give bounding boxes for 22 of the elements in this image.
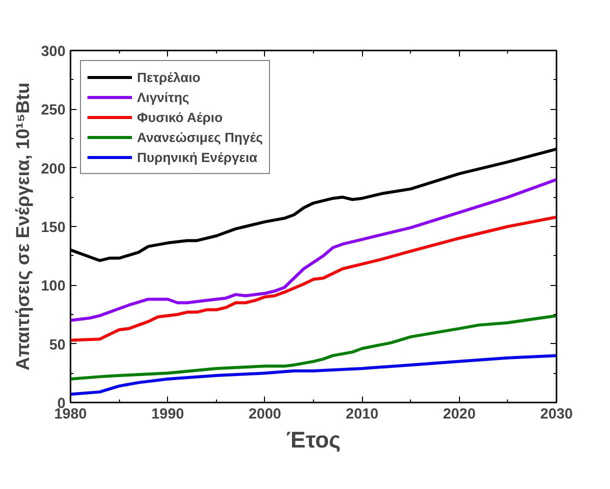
legend-label: Πετρέλαιο	[137, 70, 200, 84]
legend-label: Πυρηνική Ενέργεια	[137, 150, 258, 164]
y-tick-label: 100	[41, 278, 66, 295]
line-series	[70, 354, 556, 396]
y-tick-label: 50	[49, 337, 66, 354]
line-series	[70, 314, 556, 381]
line-series	[70, 178, 556, 322]
x-tick-label: 2000	[248, 406, 282, 422]
x-tick-label: 1990	[151, 406, 184, 422]
x-tick-label: 2020	[443, 406, 476, 422]
line-series	[70, 216, 556, 342]
x-axis-title: Έτος	[286, 426, 341, 452]
y-tick-label: 150	[41, 220, 66, 236]
x-tick-label: 2010	[346, 406, 378, 422]
legend-label: Λιγνίτης	[137, 90, 190, 104]
y-tick-label: 300	[41, 44, 66, 60]
x-tick-label: 2030	[540, 406, 573, 422]
legend-label: Φυσικό Αέριο	[137, 110, 223, 124]
y-tick-label: 250	[41, 102, 66, 119]
y-tick-label: 200	[41, 161, 66, 178]
y-axis-title: Απαιτήσεις σε Ενέργεια, 10¹⁵Btu	[12, 82, 34, 370]
legend-label: Ανανεώσιμες Πηγές	[137, 130, 263, 144]
